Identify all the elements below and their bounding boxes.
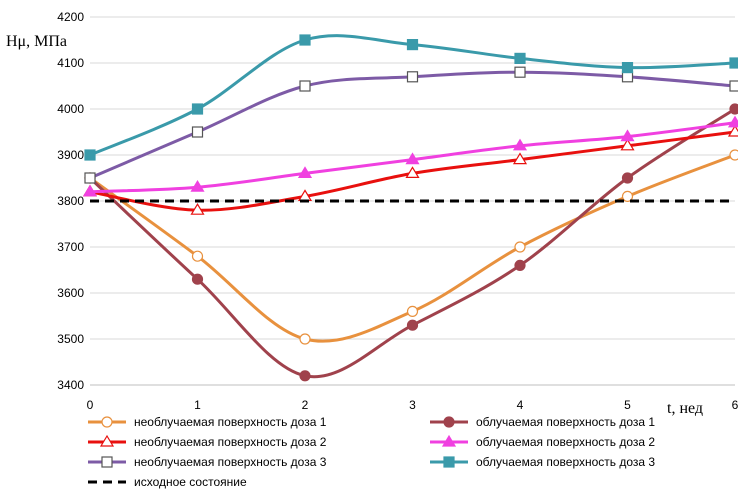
data-point (190, 203, 205, 215)
x-tick-label: 6 (732, 398, 738, 412)
legend-marker (441, 434, 457, 447)
legend-item: облучаемая поверхность доза 2 (430, 434, 655, 449)
data-point (84, 149, 96, 161)
data-point (299, 333, 311, 345)
legend-item: исходное состояние (88, 475, 247, 489)
data-point (621, 190, 634, 202)
legend-item: облучаемая поверхность доза 1 (430, 415, 655, 429)
data-point (729, 103, 738, 115)
data-point (514, 259, 526, 271)
y-tick-labels: 3400 3500 3600 3700 3800 3900 4000 4100 4200 (57, 10, 84, 392)
data-point (406, 38, 419, 51)
y-tick-label: 4000 (57, 102, 84, 116)
x-tick-label: 2 (302, 398, 309, 412)
x-tick-label: 1 (194, 398, 201, 412)
x-tick-label: 4 (517, 398, 524, 412)
x-tick-label: 5 (624, 398, 631, 412)
series-2 (82, 124, 738, 215)
series-lines (82, 34, 738, 382)
data-point (621, 71, 634, 83)
series-line (88, 107, 736, 379)
y-tick-label: 3500 (57, 332, 84, 346)
legend-marker (443, 456, 455, 468)
data-point (84, 172, 96, 184)
data-point (406, 71, 419, 83)
data-point (297, 166, 313, 178)
y-tick-label: 4100 (57, 56, 84, 70)
data-point (191, 103, 204, 115)
y-tick-label: 3700 (57, 240, 84, 254)
legend-label: облучаемая поверхность доза 1 (476, 415, 655, 429)
x-tick-label: 3 (409, 398, 416, 412)
legend-label: исходное состояние (134, 475, 247, 489)
legend-marker (101, 456, 113, 468)
data-point (406, 319, 419, 331)
data-point (406, 305, 419, 317)
data-point (620, 129, 635, 142)
series-5 (84, 34, 738, 161)
data-point (621, 61, 634, 74)
y-tick-label: 4200 (57, 10, 84, 24)
legend-label: облучаемая поверхность доза 3 (476, 455, 655, 469)
data-point (727, 124, 738, 137)
legend-label: облучаемая поверхность доза 2 (476, 435, 655, 449)
data-point (729, 80, 738, 92)
x-axis-label: t, нед (667, 400, 703, 417)
legend-item: необлучаемая поверхность доза 3 (88, 455, 327, 469)
y-tick-label: 3900 (57, 148, 84, 162)
data-point (729, 149, 738, 161)
y-axis-label: Hμ, МПа (6, 33, 67, 50)
data-point (191, 250, 204, 262)
data-point (190, 180, 205, 192)
legend-marker (101, 416, 113, 428)
data-point (191, 273, 204, 285)
y-tick-label: 3600 (57, 286, 84, 300)
legend-marker (443, 416, 455, 428)
legend-marker (99, 434, 115, 447)
data-point (514, 241, 526, 253)
data-point (405, 152, 420, 165)
data-point (405, 166, 420, 178)
data-point (620, 138, 635, 151)
y-tick-label: 3400 (57, 378, 84, 392)
legend-item: необлучаемая поверхность доза 2 (88, 434, 327, 449)
data-point (299, 370, 311, 382)
data-point (512, 152, 528, 165)
data-point (191, 126, 204, 138)
legend-label: необлучаемая поверхность доза 1 (134, 415, 327, 429)
data-point (729, 57, 738, 69)
legend-item: необлучаемая поверхность доза 1 (88, 415, 327, 429)
data-point (299, 34, 311, 46)
legend-label: необлучаемая поверхность доза 2 (134, 435, 327, 449)
series-3 (82, 115, 738, 197)
x-tick-labels: 0 1 2 3 4 5 6 (87, 398, 738, 412)
data-point (299, 80, 311, 92)
data-point (727, 115, 738, 128)
legend-label: необлучаемая поверхность доза 3 (134, 455, 327, 469)
data-point (82, 184, 98, 197)
x-tick-label: 0 (87, 398, 94, 412)
data-point (621, 172, 634, 184)
series-4 (84, 66, 738, 184)
data-point (514, 52, 526, 65)
y-tick-label: 3800 (57, 194, 84, 208)
data-point (512, 138, 528, 151)
data-point (514, 66, 526, 78)
legend-item: облучаемая поверхность доза 3 (430, 455, 655, 469)
legend: необлучаемая поверхность доза 1 облучаема… (88, 415, 655, 489)
